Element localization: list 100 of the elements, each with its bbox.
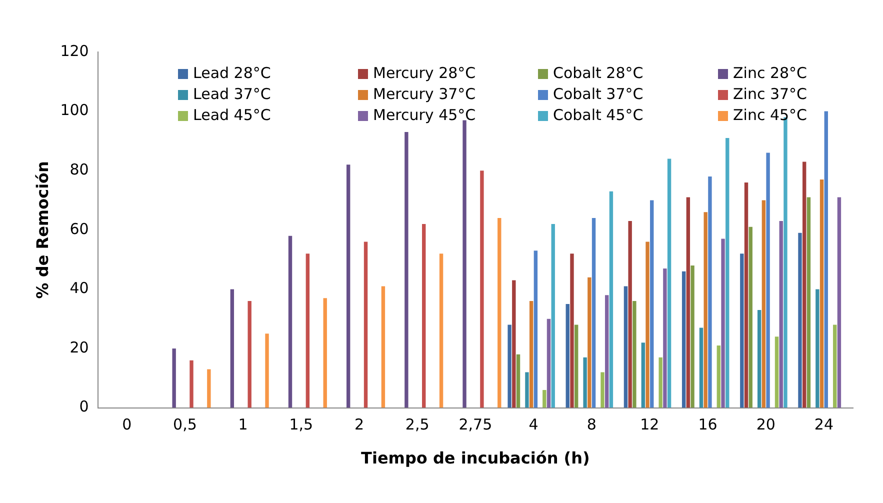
bar — [806, 197, 811, 408]
bar — [604, 295, 609, 408]
bar — [525, 372, 529, 408]
y-tick-label: 60 — [70, 220, 89, 238]
bar — [658, 357, 662, 408]
x-tick-label: 0,5 — [173, 416, 197, 434]
bar — [757, 310, 762, 408]
bar — [699, 328, 704, 408]
x-tick-label: 8 — [586, 416, 596, 434]
x-tick-label: 4 — [528, 416, 538, 434]
bar — [323, 298, 327, 408]
bar — [574, 324, 578, 408]
y-tick-label: 100 — [60, 101, 89, 120]
bar — [716, 346, 721, 408]
x-tick-label: 20 — [756, 416, 776, 434]
bar — [820, 179, 824, 408]
bar — [641, 342, 645, 408]
bar — [498, 218, 502, 408]
bar — [748, 226, 752, 408]
y-tick-label: 20 — [70, 338, 89, 356]
bar — [766, 152, 770, 408]
bar — [663, 268, 667, 408]
bar — [726, 138, 730, 408]
bar — [583, 357, 587, 408]
x-tick-label: 24 — [814, 416, 834, 434]
bar — [529, 301, 534, 408]
bar — [288, 236, 292, 408]
bar — [462, 120, 466, 408]
y-tick-label: 80 — [70, 160, 89, 178]
bar — [762, 200, 766, 408]
bar — [837, 197, 842, 408]
bar — [439, 254, 444, 408]
bar — [690, 265, 694, 408]
bar — [551, 224, 555, 408]
bar — [632, 301, 636, 408]
bar — [512, 280, 516, 408]
y-axis-title: % de Remoción — [32, 161, 52, 299]
bar — [779, 221, 783, 408]
bar — [816, 289, 820, 408]
legend-label: Lead 45°C — [193, 106, 271, 125]
bar — [588, 277, 592, 408]
x-tick-label: 1,5 — [289, 416, 314, 434]
bar — [404, 132, 408, 408]
bar — [422, 224, 426, 408]
x-tick-label: 2,75 — [458, 416, 492, 434]
bar — [708, 176, 712, 408]
bar — [682, 271, 686, 408]
legend-label: Mercury 37°C — [373, 85, 476, 104]
legend-label: Lead 37°C — [193, 85, 271, 104]
x-tick-label: 16 — [698, 416, 718, 434]
bar — [364, 242, 368, 408]
bar — [516, 354, 520, 408]
y-tick-label: 120 — [60, 42, 89, 60]
bar — [546, 318, 551, 408]
legend-label: Cobalt 28°C — [553, 64, 644, 83]
bar — [650, 200, 654, 408]
bar — [172, 348, 176, 408]
bar — [628, 221, 632, 408]
bar — [570, 254, 574, 408]
x-tick-label: 2,5 — [405, 416, 430, 434]
x-tick-label: 1 — [238, 416, 248, 434]
bar — [534, 250, 538, 408]
legend-label: Cobalt 37°C — [553, 85, 644, 104]
bar — [802, 162, 806, 408]
bar — [306, 254, 310, 408]
bar — [609, 191, 614, 408]
bar — [667, 158, 672, 408]
bar — [600, 372, 604, 408]
bar — [566, 304, 570, 408]
bar — [248, 301, 252, 408]
legend-label: Lead 28°C — [193, 64, 271, 83]
legend-label: Zinc 45°C — [733, 106, 808, 125]
y-tick-label: 0 — [79, 398, 89, 416]
bar — [381, 286, 386, 408]
legend-label: Cobalt 45°C — [553, 106, 644, 125]
bar — [230, 289, 234, 408]
bar — [686, 197, 690, 408]
bar — [207, 369, 211, 408]
bar — [592, 218, 596, 408]
bar — [832, 324, 837, 408]
bar — [704, 212, 708, 408]
bar — [721, 238, 725, 408]
bar — [190, 360, 194, 408]
x-axis-title: Tiempo de incubación (h) — [361, 448, 590, 468]
legend-label: Zinc 28°C — [733, 64, 808, 83]
bar — [740, 254, 744, 408]
bar — [508, 324, 512, 408]
x-tick-label: 0 — [122, 416, 132, 434]
x-tick-label: 12 — [640, 416, 660, 434]
bar — [744, 182, 748, 408]
bar — [624, 286, 628, 408]
bar — [542, 390, 546, 408]
legend-label: Zinc 37°C — [733, 85, 808, 104]
bar — [774, 336, 779, 408]
bar — [798, 232, 802, 408]
bar — [346, 164, 350, 408]
bar — [265, 334, 269, 408]
bar — [824, 111, 828, 408]
legend-label: Mercury 45°C — [373, 106, 476, 125]
bar — [646, 242, 650, 408]
